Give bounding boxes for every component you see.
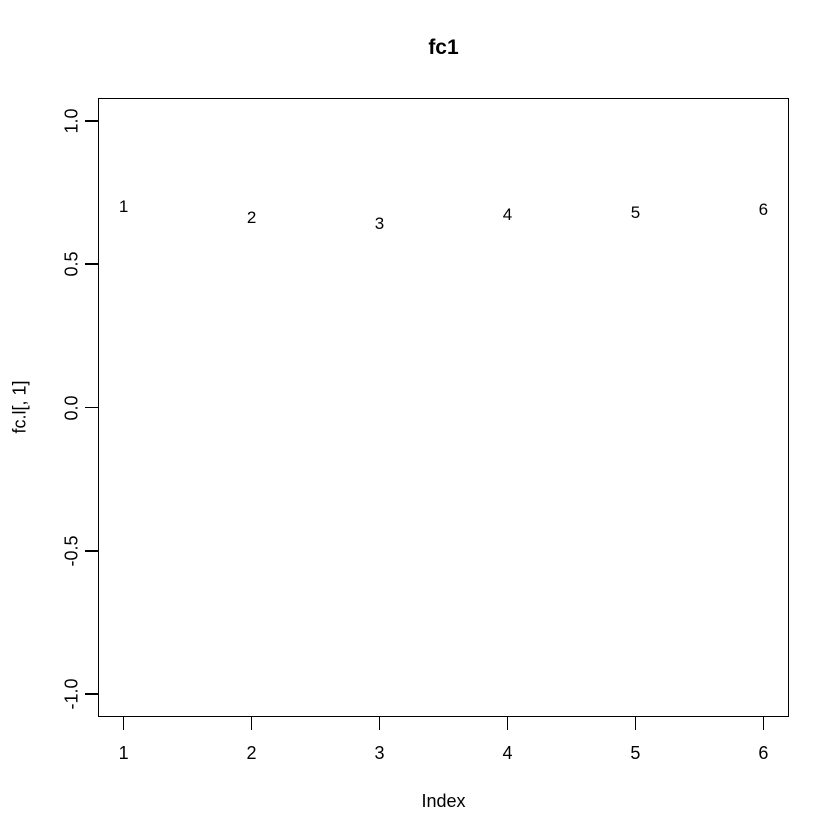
x-tick-label: 6 xyxy=(758,743,769,763)
y-tick-label: -0.5 xyxy=(61,535,82,567)
y-tick xyxy=(85,120,98,122)
data-point-label: 4 xyxy=(502,205,513,225)
x-tick xyxy=(378,717,381,730)
y-tick-label: 0.5 xyxy=(61,251,82,277)
x-tick xyxy=(122,717,125,730)
y-tick xyxy=(85,263,98,265)
chart-title: fc1 xyxy=(428,36,459,59)
y-tick-label: -1.0 xyxy=(61,678,82,710)
x-tick xyxy=(250,717,253,730)
y-tick-label: 0.0 xyxy=(61,394,82,421)
data-point-label: 2 xyxy=(246,208,257,228)
y-axis-label: fc.l[, 1] xyxy=(9,380,30,434)
y-tick xyxy=(85,550,98,552)
data-point-label: 1 xyxy=(118,196,129,216)
x-tick xyxy=(634,717,637,730)
x-tick-label: 3 xyxy=(374,743,385,763)
x-tick-label: 1 xyxy=(118,743,129,763)
x-tick-label: 5 xyxy=(630,743,641,763)
y-tick xyxy=(85,693,98,695)
x-tick xyxy=(762,717,765,730)
y-tick xyxy=(85,406,98,409)
data-point-label: 6 xyxy=(758,199,769,219)
plot-area xyxy=(98,98,789,717)
x-tick-label: 2 xyxy=(246,743,257,763)
y-tick-label: 1.0 xyxy=(61,108,82,134)
x-tick xyxy=(506,717,509,730)
x-tick-label: 4 xyxy=(502,743,513,763)
data-point-label: 5 xyxy=(630,202,641,222)
x-axis-label: Index xyxy=(421,791,466,811)
data-point-label: 3 xyxy=(374,214,385,234)
